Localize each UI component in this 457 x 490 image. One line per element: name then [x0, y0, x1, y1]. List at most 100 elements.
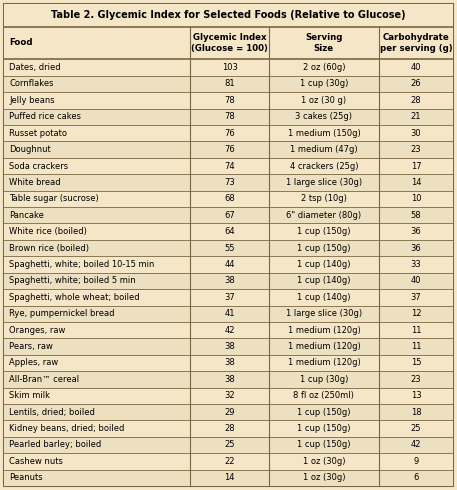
Bar	[4, 59, 453, 76]
Text: Table sugar (sucrose): Table sugar (sucrose)	[9, 195, 99, 203]
Bar	[4, 207, 453, 223]
Text: 76: 76	[224, 129, 235, 138]
Bar	[4, 191, 453, 207]
Text: 40: 40	[411, 63, 421, 72]
Text: Pearled barley; boiled: Pearled barley; boiled	[9, 441, 101, 449]
Bar	[4, 404, 453, 420]
Text: 38: 38	[224, 359, 235, 368]
Text: 12: 12	[411, 309, 421, 318]
Bar	[4, 240, 453, 256]
Text: 1 cup (150g): 1 cup (150g)	[297, 244, 351, 252]
Text: 1 cup (150g): 1 cup (150g)	[297, 424, 351, 433]
Text: 36: 36	[410, 227, 421, 236]
Text: 2 oz (60g): 2 oz (60g)	[303, 63, 345, 72]
Text: White bread: White bread	[9, 178, 61, 187]
Text: 40: 40	[411, 276, 421, 285]
Text: Serving
Size: Serving Size	[305, 33, 343, 52]
Text: Puffed rice cakes: Puffed rice cakes	[9, 112, 81, 122]
Bar	[4, 453, 453, 469]
Bar	[4, 223, 453, 240]
Text: 1 medium (47g): 1 medium (47g)	[290, 145, 358, 154]
Text: 1 cup (140g): 1 cup (140g)	[297, 260, 351, 269]
Text: 17: 17	[411, 162, 421, 171]
Bar	[4, 26, 453, 59]
Text: Food: Food	[9, 39, 32, 48]
Text: 58: 58	[411, 211, 421, 220]
Text: Glycemic Index
(Glucose = 100): Glycemic Index (Glucose = 100)	[191, 33, 268, 52]
Text: Pancake: Pancake	[9, 211, 44, 220]
Bar	[4, 273, 453, 289]
Text: Dates, dried: Dates, dried	[9, 63, 61, 72]
Text: Brown rice (boiled): Brown rice (boiled)	[9, 244, 89, 252]
Bar	[4, 142, 453, 158]
Text: 23: 23	[411, 375, 421, 384]
Bar	[4, 174, 453, 191]
Text: Carbohydrate
per serving (g): Carbohydrate per serving (g)	[380, 33, 452, 52]
Text: 21: 21	[411, 112, 421, 122]
Text: 13: 13	[411, 391, 421, 400]
Text: Pears, raw: Pears, raw	[9, 342, 53, 351]
Text: 30: 30	[411, 129, 421, 138]
Text: 81: 81	[224, 79, 235, 89]
Text: 23: 23	[411, 145, 421, 154]
Bar	[4, 469, 453, 486]
Text: 55: 55	[224, 244, 235, 252]
Text: 22: 22	[224, 457, 235, 466]
Bar	[4, 420, 453, 437]
Bar	[4, 355, 453, 371]
Text: White rice (boiled): White rice (boiled)	[9, 227, 87, 236]
Text: 1 medium (120g): 1 medium (120g)	[287, 326, 360, 335]
Text: 36: 36	[410, 244, 421, 252]
Text: 38: 38	[224, 342, 235, 351]
Text: 68: 68	[224, 195, 235, 203]
Text: 4 crackers (25g): 4 crackers (25g)	[290, 162, 358, 171]
Text: 76: 76	[224, 145, 235, 154]
Text: 1 cup (150g): 1 cup (150g)	[297, 408, 351, 416]
Bar	[4, 338, 453, 355]
Bar	[4, 4, 453, 26]
Text: Cashew nuts: Cashew nuts	[9, 457, 63, 466]
Text: Peanuts: Peanuts	[9, 473, 43, 482]
Bar	[4, 289, 453, 305]
Text: 1 cup (140g): 1 cup (140g)	[297, 276, 351, 285]
Text: 1 large slice (30g): 1 large slice (30g)	[286, 309, 362, 318]
Bar	[4, 256, 453, 273]
Text: Skim milk: Skim milk	[9, 391, 50, 400]
Bar	[4, 371, 453, 388]
Text: Jelly beans: Jelly beans	[9, 96, 55, 105]
Bar	[4, 76, 453, 92]
Text: Table 2. Glycemic Index for Selected Foods (Relative to Glucose): Table 2. Glycemic Index for Selected Foo…	[51, 10, 406, 20]
Text: 26: 26	[411, 79, 421, 89]
Bar	[4, 92, 453, 109]
Text: 1 cup (30g): 1 cup (30g)	[300, 375, 348, 384]
Text: 78: 78	[224, 96, 235, 105]
Text: 1 medium (120g): 1 medium (120g)	[287, 359, 360, 368]
Bar	[4, 437, 453, 453]
Text: 37: 37	[410, 293, 421, 302]
Text: 32: 32	[224, 391, 235, 400]
Text: Spaghetti, white; boiled 5 min: Spaghetti, white; boiled 5 min	[9, 276, 136, 285]
Text: Spaghetti, white; boiled 10-15 min: Spaghetti, white; boiled 10-15 min	[9, 260, 154, 269]
Text: 11: 11	[411, 326, 421, 335]
Text: 15: 15	[411, 359, 421, 368]
Text: Oranges, raw: Oranges, raw	[9, 326, 65, 335]
Text: 1 oz (30g): 1 oz (30g)	[303, 473, 345, 482]
Text: 41: 41	[224, 309, 235, 318]
Bar	[4, 388, 453, 404]
Text: 1 oz (30g): 1 oz (30g)	[303, 457, 345, 466]
Text: 1 medium (150g): 1 medium (150g)	[287, 129, 360, 138]
Text: 78: 78	[224, 112, 235, 122]
Bar	[4, 125, 453, 142]
Text: 1 cup (30g): 1 cup (30g)	[300, 79, 348, 89]
Text: 1 medium (120g): 1 medium (120g)	[287, 342, 360, 351]
Text: 42: 42	[411, 441, 421, 449]
Text: 73: 73	[224, 178, 235, 187]
Text: 103: 103	[222, 63, 238, 72]
Bar	[4, 305, 453, 322]
Text: All-Bran™ cereal: All-Bran™ cereal	[9, 375, 79, 384]
Text: Apples, raw: Apples, raw	[9, 359, 58, 368]
Text: 1 cup (150g): 1 cup (150g)	[297, 227, 351, 236]
Text: 8 fl oz (250ml): 8 fl oz (250ml)	[293, 391, 354, 400]
Text: 6: 6	[413, 473, 419, 482]
Text: 38: 38	[224, 276, 235, 285]
